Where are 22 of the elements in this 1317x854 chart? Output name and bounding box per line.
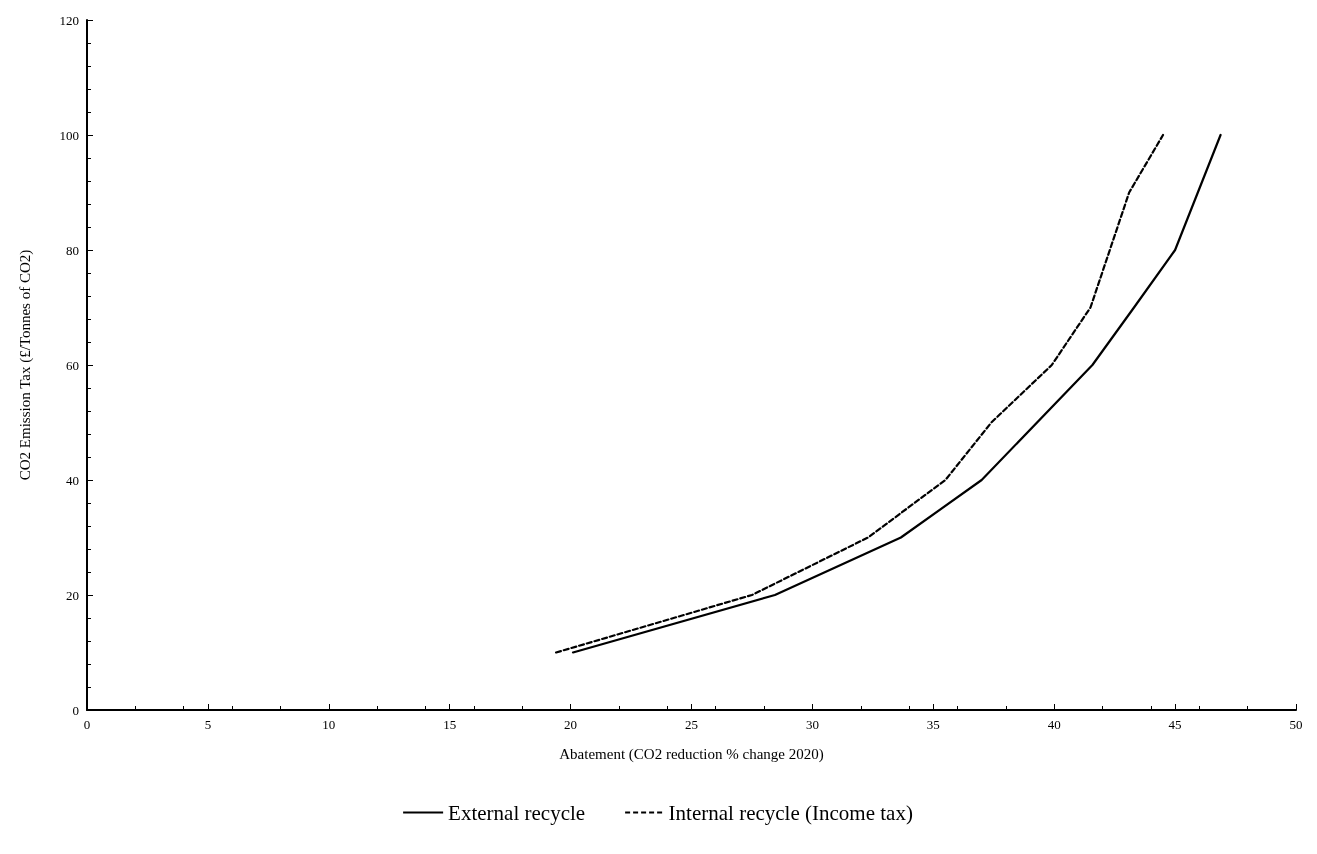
x-tick-label: 10 <box>322 717 336 732</box>
x-tick-label: 50 <box>1289 717 1303 732</box>
y-tick-label: 0 <box>72 702 79 718</box>
x-axis-title: Abatement (CO2 reduction % change 2020) <box>559 745 824 763</box>
x-tick-label: 30 <box>805 717 819 732</box>
x-tick-label: 5 <box>204 717 212 732</box>
x-tick-label: 45 <box>1168 717 1182 732</box>
x-tick-label: 0 <box>83 717 91 732</box>
x-tick-label: 20 <box>564 717 578 732</box>
y-tick-label: 80 <box>66 242 79 258</box>
x-tick-label: 25 <box>685 717 698 732</box>
legend-label: External recycle <box>448 800 586 825</box>
y-tick-label: 20 <box>66 587 79 603</box>
y-axis-title: CO2 Emission Tax (£/Tonnes of CO2) <box>16 249 34 481</box>
y-tick-label: 60 <box>66 357 79 373</box>
x-tick-label: 40 <box>1047 717 1061 732</box>
x-tick-label: 15 <box>443 717 457 732</box>
legend-label: Internal recycle (Income tax) <box>668 800 913 825</box>
y-tick-label: 120 <box>59 12 79 28</box>
y-tick-label: 40 <box>66 472 79 488</box>
x-tick-label: 35 <box>926 717 940 732</box>
y-tick-label: 100 <box>59 127 79 143</box>
